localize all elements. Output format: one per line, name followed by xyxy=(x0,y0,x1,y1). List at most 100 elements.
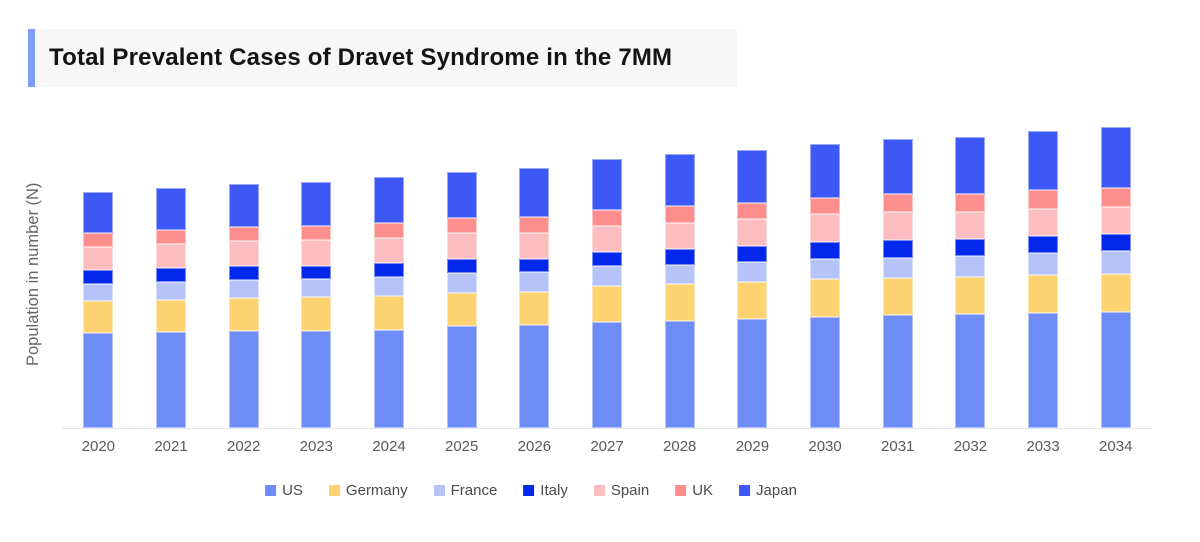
bar-segment-us-2020[interactable] xyxy=(83,333,114,428)
bar-segment-uk-2031[interactable] xyxy=(882,194,913,212)
bar-segment-spain-2030[interactable] xyxy=(810,214,841,242)
bar-segment-japan-2020[interactable] xyxy=(83,192,114,233)
bar-segment-germany-2020[interactable] xyxy=(83,301,114,333)
bar-segment-italy-2030[interactable] xyxy=(810,242,841,259)
bar-segment-france-2022[interactable] xyxy=(228,280,259,298)
bar-segment-japan-2021[interactable] xyxy=(156,188,186,230)
bar-segment-italy-2033[interactable] xyxy=(1028,236,1059,253)
bar-segment-us-2034[interactable] xyxy=(1100,312,1131,428)
bar-segment-germany-2031[interactable] xyxy=(882,278,913,315)
bar-segment-italy-2020[interactable] xyxy=(83,270,114,284)
bar-segment-uk-2022[interactable] xyxy=(228,227,259,241)
bar-segment-spain-2027[interactable] xyxy=(592,226,623,252)
bar-segment-france-2031[interactable] xyxy=(882,258,913,278)
bar-segment-italy-2028[interactable] xyxy=(664,249,695,265)
bar-segment-spain-2025[interactable] xyxy=(446,233,477,259)
bar-segment-italy-2025[interactable] xyxy=(446,259,477,273)
bar-segment-us-2027[interactable] xyxy=(592,322,623,428)
bar-segment-germany-2021[interactable] xyxy=(156,300,186,332)
bar-segment-spain-2026[interactable] xyxy=(519,233,550,259)
bar-segment-france-2034[interactable] xyxy=(1100,251,1131,274)
bar-segment-france-2025[interactable] xyxy=(446,273,477,293)
bar-segment-spain-2021[interactable] xyxy=(156,244,186,268)
legend-item-japan[interactable]: Japan xyxy=(739,482,797,499)
bar-segment-us-2025[interactable] xyxy=(446,326,477,428)
bar-segment-japan-2026[interactable] xyxy=(519,168,550,217)
legend-item-spain[interactable]: Spain xyxy=(593,482,649,499)
bar-segment-italy-2029[interactable] xyxy=(737,246,768,262)
bar-segment-us-2024[interactable] xyxy=(374,330,405,428)
bar-segment-japan-2034[interactable] xyxy=(1100,127,1131,188)
bar-segment-france-2021[interactable] xyxy=(156,282,186,300)
bar-segment-spain-2023[interactable] xyxy=(301,240,332,266)
bar-segment-uk-2021[interactable] xyxy=(156,230,186,244)
bar-segment-us-2022[interactable] xyxy=(228,331,259,428)
bar-segment-italy-2026[interactable] xyxy=(519,259,550,272)
bar-segment-uk-2027[interactable] xyxy=(592,210,623,226)
bar-segment-japan-2027[interactable] xyxy=(592,159,623,210)
bar-segment-us-2029[interactable] xyxy=(737,319,768,428)
bar-segment-us-2032[interactable] xyxy=(955,314,986,428)
legend-item-us[interactable]: US xyxy=(265,482,303,499)
bar-segment-france-2023[interactable] xyxy=(301,279,332,297)
bar-segment-italy-2023[interactable] xyxy=(301,266,332,279)
bar-segment-us-2030[interactable] xyxy=(810,317,841,428)
bar-segment-japan-2022[interactable] xyxy=(228,184,259,227)
bar-segment-spain-2022[interactable] xyxy=(228,241,259,266)
bar-segment-uk-2026[interactable] xyxy=(519,217,550,233)
bar-segment-us-2023[interactable] xyxy=(301,331,332,428)
bar-segment-france-2033[interactable] xyxy=(1028,253,1059,275)
bar-segment-us-2021[interactable] xyxy=(156,332,186,428)
bar-segment-italy-2024[interactable] xyxy=(374,263,405,277)
bar-segment-uk-2029[interactable] xyxy=(737,203,768,219)
bar-segment-italy-2034[interactable] xyxy=(1100,234,1131,251)
bar-segment-japan-2033[interactable] xyxy=(1028,131,1059,190)
bar-segment-france-2027[interactable] xyxy=(592,266,623,286)
bar-segment-japan-2024[interactable] xyxy=(374,177,405,223)
bar-segment-uk-2030[interactable] xyxy=(810,198,841,214)
bar-segment-germany-2032[interactable] xyxy=(955,277,986,314)
bar-segment-japan-2028[interactable] xyxy=(664,154,695,206)
bar-segment-uk-2032[interactable] xyxy=(955,194,986,212)
bar-segment-uk-2028[interactable] xyxy=(664,206,695,223)
bar-segment-germany-2027[interactable] xyxy=(592,286,623,322)
bar-segment-uk-2025[interactable] xyxy=(446,218,477,233)
bar-segment-germany-2033[interactable] xyxy=(1028,275,1059,313)
bar-segment-uk-2020[interactable] xyxy=(83,233,114,247)
bar-segment-italy-2031[interactable] xyxy=(882,240,913,258)
bar-segment-japan-2025[interactable] xyxy=(446,172,477,218)
bar-segment-uk-2024[interactable] xyxy=(374,223,405,238)
bar-segment-germany-2034[interactable] xyxy=(1100,274,1131,312)
bar-segment-germany-2025[interactable] xyxy=(446,293,477,326)
bar-segment-uk-2033[interactable] xyxy=(1028,190,1059,209)
bar-segment-italy-2021[interactable] xyxy=(156,268,186,282)
bar-segment-germany-2023[interactable] xyxy=(301,297,332,331)
bar-segment-france-2020[interactable] xyxy=(83,284,114,301)
bar-segment-spain-2024[interactable] xyxy=(374,238,405,263)
bar-segment-germany-2022[interactable] xyxy=(228,298,259,331)
bar-segment-spain-2031[interactable] xyxy=(882,212,913,240)
bar-segment-germany-2024[interactable] xyxy=(374,296,405,330)
bar-segment-germany-2030[interactable] xyxy=(810,279,841,317)
bar-segment-us-2031[interactable] xyxy=(882,315,913,428)
legend-item-france[interactable]: France xyxy=(433,482,497,499)
bar-segment-spain-2028[interactable] xyxy=(664,223,695,249)
bar-segment-spain-2020[interactable] xyxy=(83,247,114,270)
bar-segment-italy-2032[interactable] xyxy=(955,239,986,256)
bar-segment-us-2028[interactable] xyxy=(664,321,695,428)
bar-segment-japan-2023[interactable] xyxy=(301,182,332,226)
bar-segment-spain-2034[interactable] xyxy=(1100,207,1131,234)
bar-segment-japan-2032[interactable] xyxy=(955,137,986,194)
bar-segment-uk-2034[interactable] xyxy=(1100,188,1131,207)
bar-segment-france-2029[interactable] xyxy=(737,262,768,282)
bar-segment-italy-2027[interactable] xyxy=(592,252,623,266)
bar-segment-spain-2033[interactable] xyxy=(1028,209,1059,236)
bar-segment-france-2024[interactable] xyxy=(374,277,405,296)
bar-segment-us-2026[interactable] xyxy=(519,325,550,428)
bar-segment-germany-2026[interactable] xyxy=(519,292,550,325)
bar-segment-france-2032[interactable] xyxy=(955,256,986,277)
bar-segment-japan-2029[interactable] xyxy=(737,150,768,203)
legend-item-uk[interactable]: UK xyxy=(675,482,713,499)
bar-segment-japan-2031[interactable] xyxy=(882,139,913,194)
bar-segment-japan-2030[interactable] xyxy=(810,144,841,198)
